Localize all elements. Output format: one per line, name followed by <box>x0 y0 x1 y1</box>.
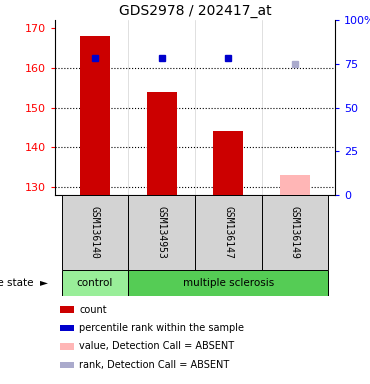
Text: GSM136149: GSM136149 <box>290 206 300 259</box>
Text: count: count <box>79 305 107 314</box>
Bar <box>280 175 310 195</box>
Bar <box>195 195 262 270</box>
Text: GSM134953: GSM134953 <box>157 206 166 259</box>
Bar <box>60 306 74 313</box>
Bar <box>60 343 74 349</box>
Bar <box>60 362 74 368</box>
Text: percentile rank within the sample: percentile rank within the sample <box>79 323 244 333</box>
Bar <box>262 195 328 270</box>
Text: GSM136147: GSM136147 <box>223 206 233 259</box>
Bar <box>62 270 128 296</box>
Title: GDS2978 / 202417_at: GDS2978 / 202417_at <box>119 3 271 18</box>
Text: multiple sclerosis: multiple sclerosis <box>183 278 274 288</box>
Text: rank, Detection Call = ABSENT: rank, Detection Call = ABSENT <box>79 360 229 370</box>
Text: GSM136140: GSM136140 <box>90 206 100 259</box>
Text: value, Detection Call = ABSENT: value, Detection Call = ABSENT <box>79 341 234 351</box>
Bar <box>62 195 128 270</box>
Bar <box>80 36 110 195</box>
Bar <box>60 325 74 331</box>
Text: control: control <box>77 278 113 288</box>
Bar <box>147 92 176 195</box>
Bar <box>213 131 243 195</box>
Text: disease state  ►: disease state ► <box>0 278 48 288</box>
Bar <box>128 195 195 270</box>
Bar <box>128 270 328 296</box>
